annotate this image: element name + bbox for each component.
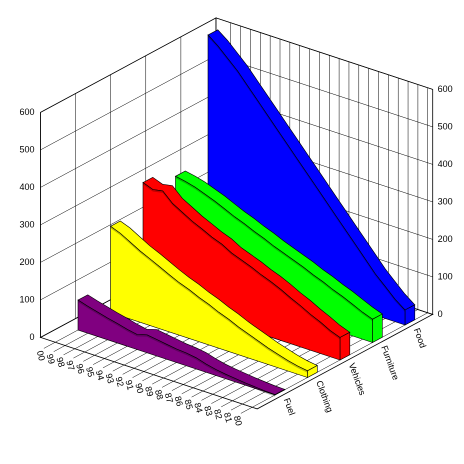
area-shade <box>208 35 405 312</box>
x-tick <box>132 371 145 378</box>
y-tick-label: 200 <box>19 257 34 267</box>
x-tick <box>191 390 204 398</box>
x-tick-label: 93 <box>104 372 116 384</box>
x-tick-label: 94 <box>94 369 106 381</box>
x-tick-label: 97 <box>64 359 76 371</box>
x-tick-label: 85 <box>183 398 195 410</box>
y-tick-label: 100 <box>19 294 34 304</box>
area-side <box>372 313 383 343</box>
x-tick-label: 99 <box>45 353 57 365</box>
x-tick-label: 86 <box>173 395 185 407</box>
legend-label: Fuel <box>282 397 297 417</box>
grid-line <box>40 17 433 113</box>
x-tick <box>240 407 253 414</box>
y-tick-label: 400 <box>438 159 453 169</box>
x-tick-label: 88 <box>153 389 165 401</box>
x-tick-label: 91 <box>123 379 135 391</box>
legend-label: Furniture <box>379 344 401 381</box>
x-tick-label: 00 <box>35 350 47 362</box>
x-tick <box>122 368 135 375</box>
y-tick-label: 500 <box>19 144 34 154</box>
x-tick-label: 96 <box>74 363 86 375</box>
legend-label: Clothing <box>314 379 335 413</box>
y-tick-label: 400 <box>19 182 34 192</box>
x-tick <box>83 355 95 362</box>
y-tick-label: 200 <box>438 234 453 244</box>
x-tick <box>201 394 213 401</box>
x-tick <box>211 397 223 404</box>
x-tick <box>142 374 154 382</box>
y-tick-label: 300 <box>19 219 34 229</box>
x-tick-label: 87 <box>163 392 175 404</box>
x-tick <box>230 403 243 411</box>
area <box>110 225 308 378</box>
x-tick <box>221 400 233 408</box>
x-tick <box>73 351 85 359</box>
x-tick <box>43 342 56 349</box>
y-tick-label: 600 <box>438 84 453 94</box>
area <box>77 299 276 396</box>
x-tick-label: 82 <box>212 408 224 420</box>
x-tick <box>171 384 184 391</box>
x-tick <box>161 381 174 388</box>
y-tick-label: 300 <box>438 196 453 206</box>
y-tick-label: 0 <box>438 309 443 319</box>
legend-label: Food <box>412 327 428 350</box>
x-tick-label: 89 <box>143 385 155 397</box>
x-tick-label: 90 <box>133 382 145 394</box>
x-tick <box>93 358 105 365</box>
x-tick <box>112 364 125 372</box>
x-tick-label: 83 <box>202 405 214 417</box>
x-tick-label: 98 <box>54 356 66 368</box>
x-tick-label: 95 <box>84 366 96 378</box>
x-tick-label: 92 <box>114 376 126 388</box>
x-tick-label: 80 <box>232 415 244 427</box>
x-tick <box>102 361 115 369</box>
area <box>175 175 373 343</box>
y-tick-label: 0 <box>29 332 34 342</box>
y-tick-label: 500 <box>438 121 453 131</box>
y-tick-label: 600 <box>19 107 34 117</box>
x-tick <box>63 348 76 356</box>
area-shade <box>143 182 340 340</box>
x-tick <box>53 345 66 352</box>
y-tick-label: 100 <box>438 271 453 281</box>
area-side <box>339 331 351 361</box>
legend-label: Vehicles <box>347 362 368 397</box>
x-tick <box>181 387 194 395</box>
x-tick-label: 81 <box>222 411 234 423</box>
x-tick-label: 84 <box>192 402 204 414</box>
area <box>142 181 341 361</box>
x-tick <box>152 377 164 385</box>
